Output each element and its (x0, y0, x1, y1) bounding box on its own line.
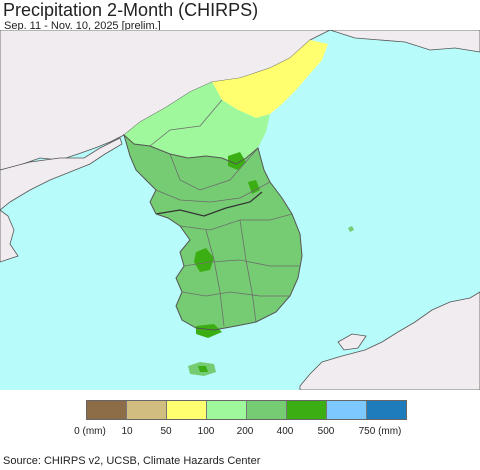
region-wet-spot-west (194, 248, 214, 272)
legend-swatch-4 (246, 401, 286, 419)
source-credit: Source: CHIRPS v2, UCSB, Climate Hazards… (3, 455, 261, 467)
land-japan (299, 291, 480, 390)
region-north-highlands (212, 40, 328, 118)
legend-colorbar (86, 400, 407, 420)
legend-label-0: 0 (mm) (74, 426, 106, 437)
land-russia-east (329, 30, 480, 53)
land-liaodong (0, 137, 123, 211)
island-ulleung (348, 226, 354, 232)
legend-swatch-7 (366, 401, 406, 419)
date-range-subtitle: Sep. 11 - Nov. 10, 2025 [prelim.] (4, 20, 161, 32)
legend-label-3: 100 (197, 426, 215, 437)
region-wet-spot-south (196, 324, 222, 338)
legend-label-6: 500 (317, 426, 335, 437)
legend-swatch-6 (326, 401, 366, 419)
legend-label-2: 50 (160, 426, 172, 437)
legend-labels: 0 (mm) 10 50 100 200 400 500 750 (mm) (0, 426, 480, 440)
legend-swatch-5 (286, 401, 326, 419)
chart-title: Precipitation 2-Month (CHIRPS) (3, 0, 259, 20)
island-jeju-peak (198, 366, 208, 372)
precipitation-map (0, 30, 480, 390)
legend-label-1: 10 (121, 426, 133, 437)
land-japan-islands (337, 333, 367, 351)
legend-swatch-1 (126, 401, 166, 419)
legend-swatch-3 (206, 401, 246, 419)
region-wet-spot-coast (248, 180, 260, 194)
region-north-mid (124, 82, 270, 164)
legend-swatch-2 (166, 401, 206, 419)
map-canvas (0, 30, 480, 390)
dmz-border (155, 191, 263, 217)
province-borders (149, 99, 300, 327)
legend-swatch-0 (87, 401, 126, 419)
coastline (123, 133, 303, 331)
region-wet-spot-north (228, 152, 246, 170)
legend-label-4: 200 (236, 426, 254, 437)
legend-label-7: 750 (mm) (358, 426, 402, 437)
legend-label-5: 400 (276, 426, 294, 437)
land-china-west (0, 209, 19, 263)
